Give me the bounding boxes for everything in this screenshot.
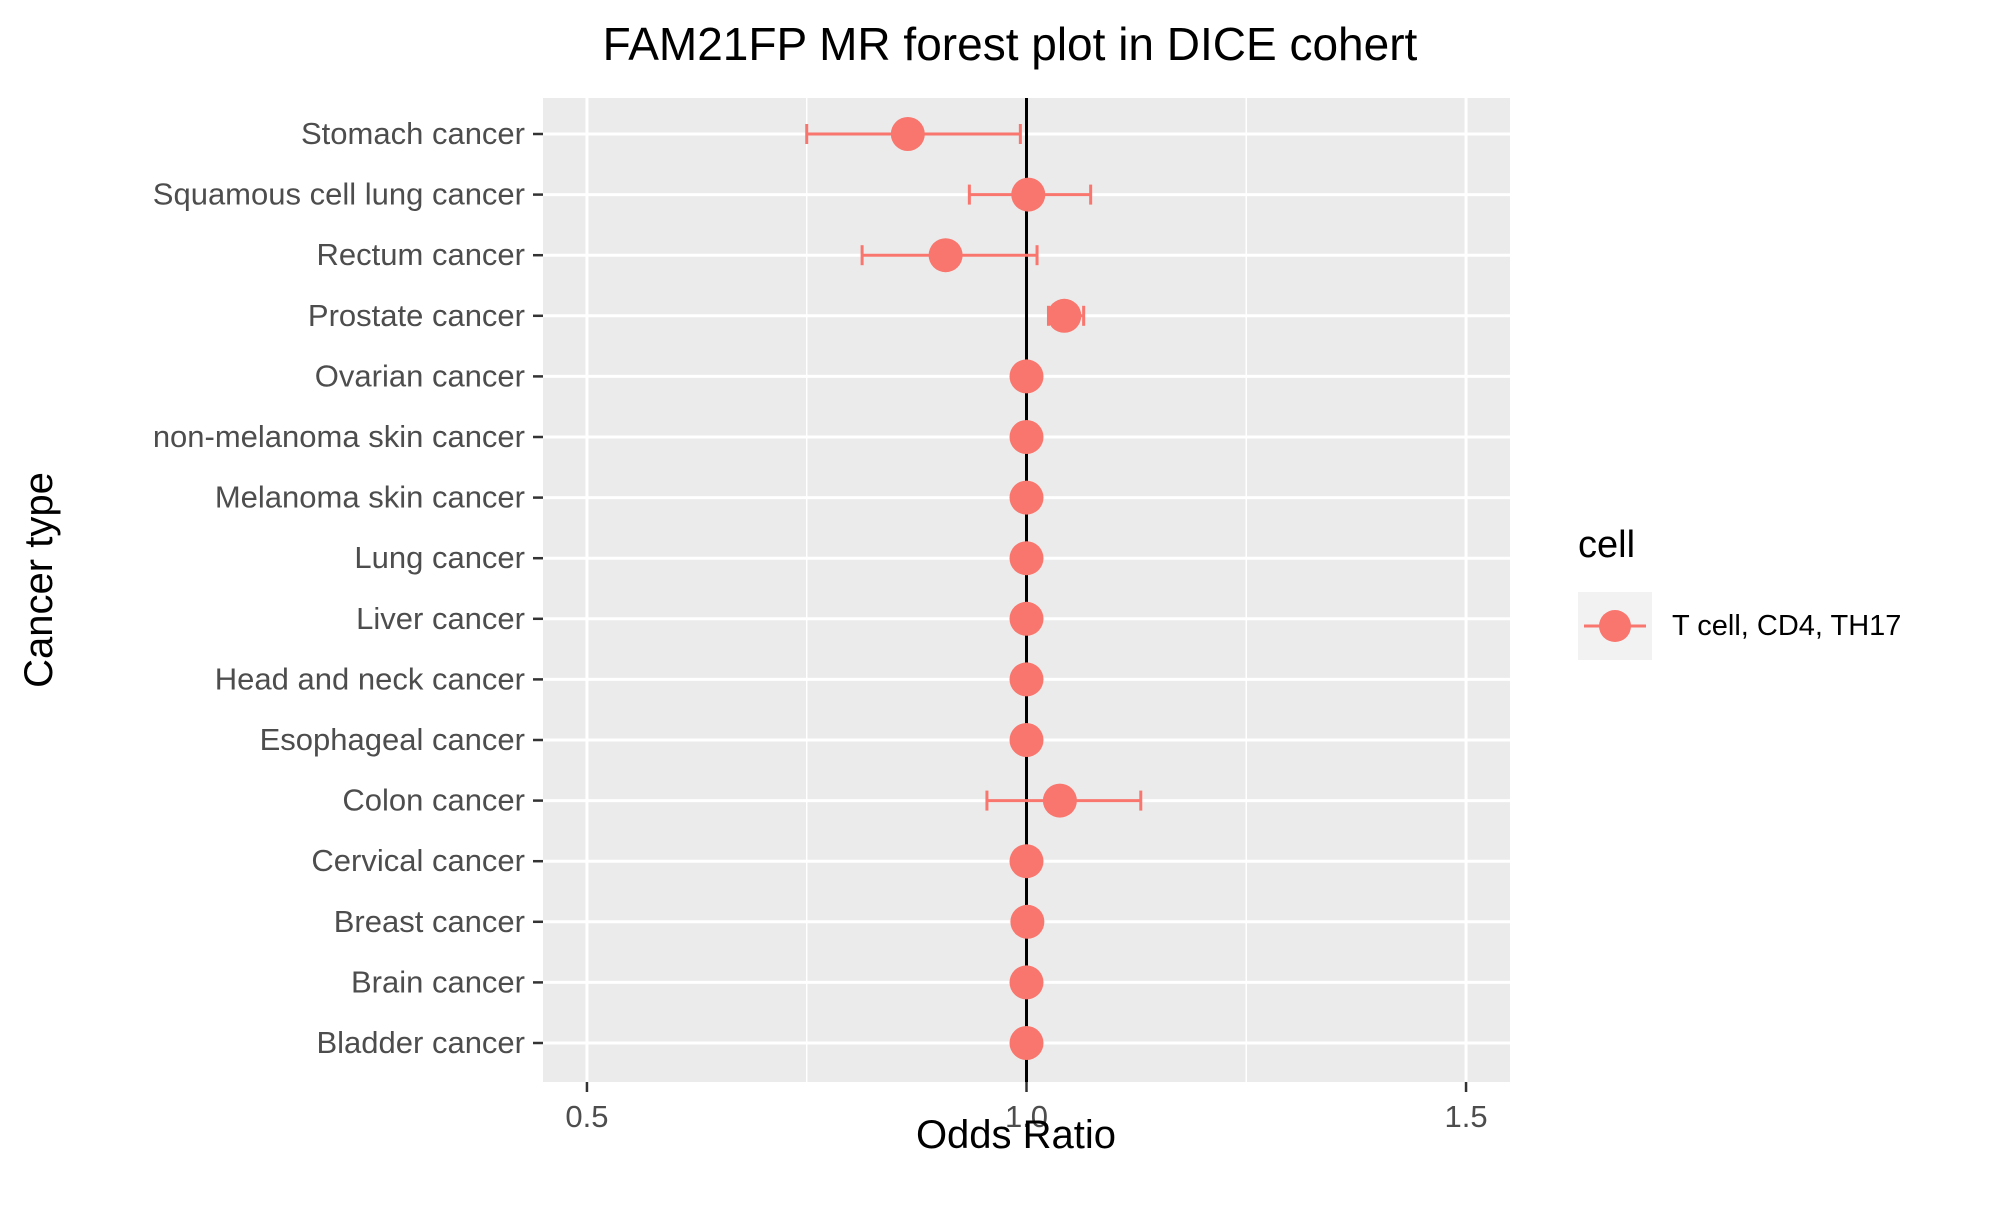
x-axis-title: Odds Ratio	[916, 1113, 1116, 1157]
data-point	[890, 117, 925, 151]
data-point	[1009, 541, 1044, 576]
y-tick-label: Ovarian cancer	[315, 358, 525, 393]
y-tick-label: Cervical cancer	[311, 843, 525, 878]
y-tick-label: Bladder cancer	[316, 1025, 525, 1060]
legend: cell T cell, CD4, TH17	[1578, 524, 1901, 660]
data-point	[1042, 783, 1077, 818]
data-point	[1009, 601, 1044, 636]
y-tick-label: Squamous cell lung cancer	[153, 177, 525, 212]
data-point	[928, 238, 963, 273]
chart-title: FAM21FP MR forest plot in DICE cohert	[603, 18, 1418, 70]
y-tick-label: Esophageal cancer	[260, 722, 525, 757]
y-tick-label: Breast cancer	[334, 904, 525, 939]
y-tick-label: Rectum cancer	[317, 237, 525, 272]
data-point	[1047, 298, 1082, 333]
x-tick-label: 1.5	[1444, 1099, 1487, 1134]
data-point	[1009, 359, 1044, 394]
data-point	[1009, 1026, 1044, 1060]
data-point	[1009, 965, 1044, 1000]
y-tick-label: Head and neck cancer	[215, 661, 525, 696]
plot-panel: Stomach cancer Squamous cell lung cancer R…	[153, 98, 1510, 1134]
legend-entry: T cell, CD4, TH17	[1672, 610, 1901, 642]
y-tick-label: Melanoma skin cancer	[215, 480, 525, 515]
x-tick-label: 1.0	[1005, 1099, 1048, 1134]
data-point	[1009, 480, 1044, 515]
y-tick-label: non-melanoma skin cancer	[153, 419, 525, 454]
data-point	[1009, 844, 1044, 879]
data-point	[1009, 662, 1044, 697]
y-tick-label: Lung cancer	[354, 540, 525, 575]
y-tick-label: Colon cancer	[342, 783, 525, 818]
data-point	[1010, 904, 1045, 939]
data-point	[1009, 420, 1044, 454]
y-tick-label: Liver cancer	[356, 601, 525, 636]
y-tick-label: Prostate cancer	[308, 298, 525, 333]
legend-key-point	[1599, 610, 1631, 642]
data-point	[1009, 723, 1044, 757]
legend-title: cell	[1578, 524, 1635, 566]
y-tick-label: Brain cancer	[351, 964, 525, 999]
data-point	[1011, 177, 1046, 212]
y-axis-title: Cancer type	[17, 472, 61, 688]
x-tick-label: 0.5	[565, 1099, 608, 1134]
y-tick-label: Stomach cancer	[301, 116, 525, 151]
